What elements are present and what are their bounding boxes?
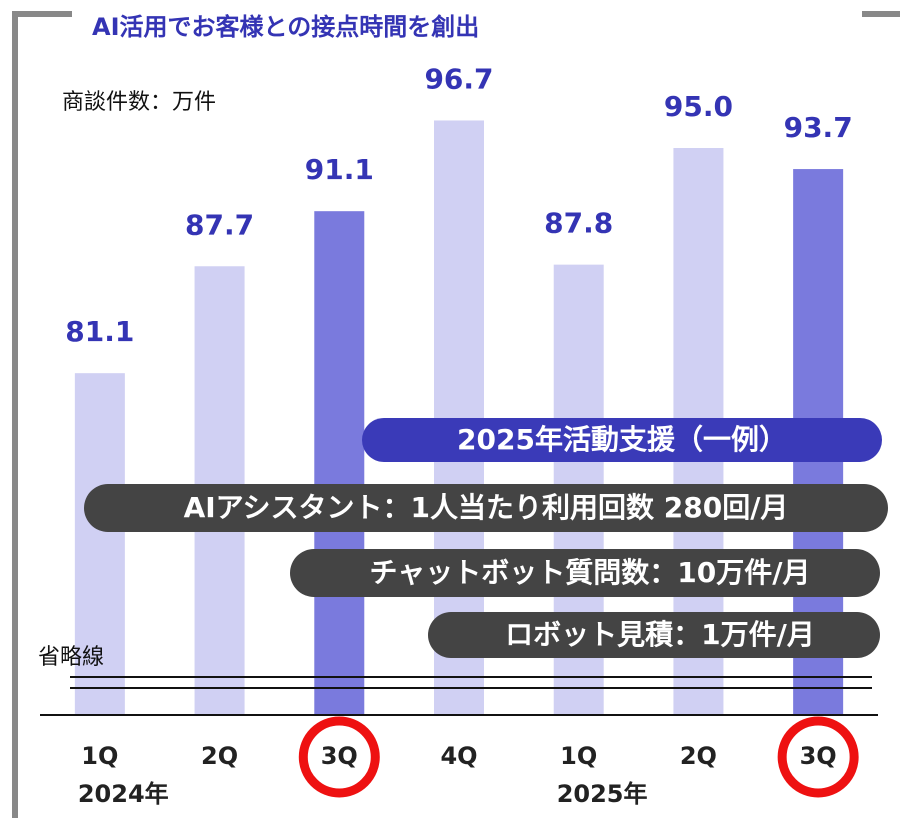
x-tick-label: 3Q xyxy=(321,742,358,770)
heading-text: 2025年活動支援（一例） xyxy=(457,423,787,456)
year-label: 2025年 xyxy=(557,780,648,808)
year-label: 2024年 xyxy=(78,780,169,808)
value-label: 95.0 xyxy=(664,90,733,123)
break-label: 省略線 xyxy=(38,645,104,670)
bar xyxy=(314,211,365,715)
item-text: AIアシスタント：1人当たり利用回数 280回/月 xyxy=(184,491,789,524)
subtitle: AI活用でお客様との接点時間を創出 xyxy=(92,13,479,41)
unit-label: 商談件数：万件 xyxy=(62,90,216,115)
bar xyxy=(74,373,125,715)
value-label: 96.7 xyxy=(424,62,493,95)
value-label: 93.7 xyxy=(784,111,853,144)
value-label: 87.8 xyxy=(544,207,613,240)
item-text: ロボット見積：1万件/月 xyxy=(505,618,815,651)
x-tick-label: 1Q xyxy=(560,742,597,770)
item-pill xyxy=(290,549,880,597)
frame-left xyxy=(12,11,72,818)
x-tick-label: 2Q xyxy=(680,742,717,770)
highlight-circle xyxy=(777,716,859,798)
value-label: 91.1 xyxy=(305,153,374,186)
heading-pill xyxy=(362,418,882,462)
x-tick-label: 1Q xyxy=(81,742,118,770)
x-tick-label: 2Q xyxy=(201,742,238,770)
highlight-circle xyxy=(298,716,380,798)
item-pill xyxy=(84,484,888,532)
value-label: 81.1 xyxy=(65,315,134,348)
x-tick-label: 4Q xyxy=(440,742,477,770)
callouts: 2025年活動支援（一例） AIアシスタント：1人当たり利用回数 280回/月 … xyxy=(84,418,888,658)
frame xyxy=(12,11,900,818)
x-tick-label: 3Q xyxy=(800,742,837,770)
value-label: 87.7 xyxy=(185,208,254,241)
item-pill xyxy=(428,612,880,658)
item-text: チャットボット質問数：10万件/月 xyxy=(370,556,811,589)
